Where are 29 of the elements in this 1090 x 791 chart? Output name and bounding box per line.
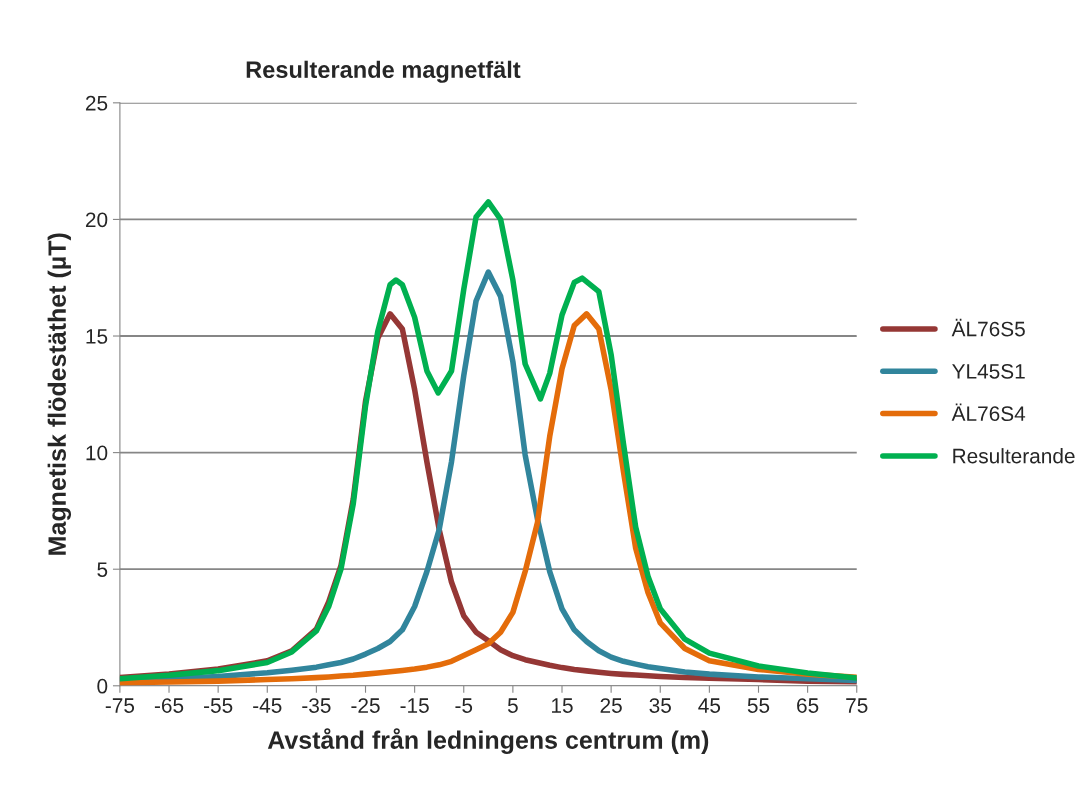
x-axis-title: Avstånd från ledningens centrum (m) [267, 728, 709, 754]
chart-title: Resulterande magnetfält [246, 60, 521, 83]
x-tick-label: 5 [507, 698, 518, 713]
y-axis-title: Magnetisk flödestäthet (µT) [47, 233, 72, 555]
y-tick-label: 25 [85, 95, 108, 111]
x-tick-label: 15 [552, 698, 573, 713]
legend-label: YL45S1 [952, 363, 1025, 379]
x-tick-label: -65 [154, 698, 184, 713]
x-tick-label: -75 [105, 698, 135, 713]
x-tick-label: -45 [253, 698, 282, 713]
x-tick-label: -55 [204, 698, 233, 713]
x-tick-label: -5 [455, 698, 473, 713]
legend-label: Resulterande [953, 448, 1075, 464]
x-tick-label: -15 [400, 698, 429, 713]
y-tick-label: 20 [85, 212, 108, 228]
x-tick-label: 25 [600, 698, 622, 713]
x-tick-label: -25 [351, 698, 380, 713]
x-tick-label: -35 [302, 698, 331, 713]
x-tick-label: 65 [797, 698, 819, 713]
y-tick-label: 15 [86, 329, 108, 344]
x-tick-label: 35 [649, 698, 671, 713]
legend-label: ÄL76S4 [951, 403, 1026, 422]
x-tick-label: 55 [747, 698, 770, 713]
y-tick-label: 0 [97, 678, 108, 694]
y-tick-label: 5 [97, 562, 108, 577]
x-tick-label: 75 [846, 698, 868, 713]
x-tick-label: 45 [698, 698, 721, 713]
y-tick-label: 10 [86, 445, 108, 461]
legend-label: ÄL76S5 [951, 318, 1025, 337]
